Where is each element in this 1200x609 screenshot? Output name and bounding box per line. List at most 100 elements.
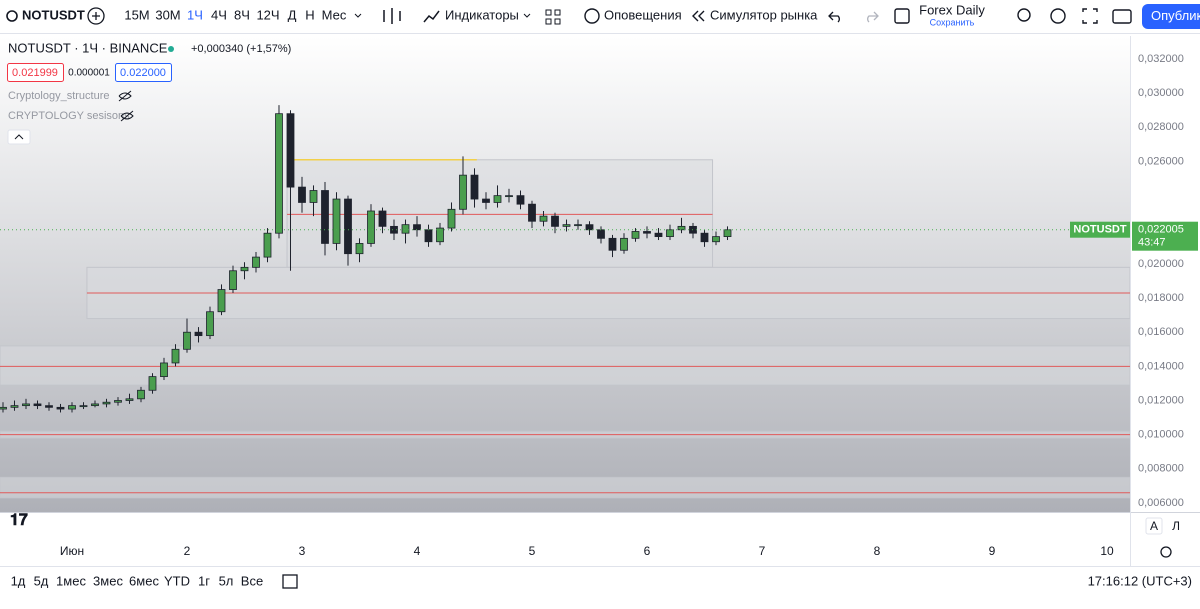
y-tick-label: 0,016000 (1138, 326, 1184, 338)
layout-name[interactable]: Forex Daily (919, 2, 985, 17)
candle-body (620, 237, 628, 251)
bid: 0.021999 (12, 67, 58, 79)
candle-body (401, 224, 410, 234)
interval-button[interactable]: 8Ч (234, 7, 250, 22)
symbol-tag-text: NOTUSDT (1073, 224, 1126, 236)
quick-search[interactable] (1017, 8, 1031, 22)
candle-body (631, 231, 640, 239)
goto-date[interactable] (282, 574, 298, 589)
interval-button[interactable]: 12Ч (256, 7, 279, 22)
y-tick-label: 0,012000 (1138, 394, 1184, 406)
indicators-button[interactable]: Индикаторы (445, 7, 519, 22)
hidden-icon[interactable] (120, 110, 134, 122)
x-tick-label: 3 (299, 544, 306, 558)
candle-body (298, 186, 306, 203)
range-button[interactable]: 6мес (129, 573, 159, 588)
symbol[interactable]: NOTUSDT (22, 7, 85, 22)
candle-body (643, 231, 651, 234)
range-button[interactable]: 1мес (56, 573, 86, 588)
x-tick-label: Июн (60, 544, 84, 558)
axis-settings[interactable] (1160, 546, 1172, 558)
interval-button[interactable]: 1Ч (187, 7, 203, 22)
candle-body (321, 190, 329, 244)
interval-button[interactable]: Д (288, 7, 297, 22)
candle-body (309, 190, 318, 203)
y-tick-label: 0,026000 (1138, 155, 1184, 167)
y-tick-label: 0,030000 (1138, 87, 1184, 99)
layout-icon[interactable] (894, 8, 910, 24)
candle-body (0, 406, 7, 410)
candle-body (551, 215, 559, 227)
search-icon[interactable] (6, 10, 18, 22)
y-tick-label: 0,014000 (1138, 360, 1184, 372)
indicators-icon (423, 10, 440, 23)
candle-body (114, 400, 122, 403)
candle-body (666, 229, 674, 238)
candle-body (137, 389, 145, 400)
clock: 17:16:12 (UTC+3) (1088, 573, 1192, 588)
interval-button[interactable]: Н (305, 7, 314, 22)
chevron (523, 13, 531, 18)
candle-body (539, 215, 548, 222)
compare-button[interactable] (87, 7, 105, 25)
range-button[interactable]: Все (241, 573, 263, 588)
candle-body (344, 198, 352, 255)
tv-logo: 𝟏𝟕 (10, 512, 28, 529)
candle-body (436, 227, 444, 243)
hidden-icon[interactable] (118, 90, 132, 102)
interval-button[interactable]: 30M (155, 7, 180, 22)
publish-button[interactable] (1142, 4, 1200, 29)
interval-button[interactable]: 15M (124, 7, 149, 22)
indicator-name: CRYPTOLOGY sesisons (8, 110, 130, 122)
candle-body (10, 405, 19, 408)
scale-mode[interactable]: Л (1172, 519, 1180, 533)
candle-body (332, 198, 341, 244)
candle-body (654, 232, 663, 238)
range-button[interactable]: 1д (11, 573, 26, 588)
y-tick-label: 0,018000 (1138, 292, 1184, 304)
candle-body (68, 405, 76, 410)
candle-body (286, 113, 295, 188)
candle-body (378, 210, 387, 227)
buy-box[interactable] (115, 63, 172, 82)
plus-icon (92, 12, 100, 20)
candle-body (56, 406, 65, 410)
range-button[interactable]: 3мес (93, 573, 123, 588)
candle-body (125, 398, 134, 401)
settings-button[interactable] (1050, 8, 1066, 24)
interval-button[interactable]: Мес (322, 7, 347, 22)
range-button[interactable]: 1г (198, 573, 210, 588)
candle-body (160, 362, 168, 378)
spread: 0.000001 (68, 68, 110, 79)
alerts-button[interactable]: Оповещения (604, 7, 682, 22)
candle-body (91, 403, 99, 407)
chart-type-button[interactable] (383, 8, 401, 24)
snapshot-button[interactable] (1112, 9, 1132, 24)
collapse-button[interactable] (7, 129, 31, 145)
candle-body (574, 224, 582, 227)
candle-body (275, 113, 283, 234)
interval-button[interactable]: 4Ч (211, 7, 227, 22)
sell-box[interactable] (7, 63, 64, 82)
replay-button[interactable]: Симулятор рынка (710, 7, 818, 22)
symbol-tag (1070, 221, 1130, 238)
undo-button[interactable] (828, 11, 840, 23)
candle-body (597, 229, 605, 239)
auto-scale[interactable] (1145, 517, 1163, 535)
x-tick-label: 10 (1100, 544, 1114, 558)
zone (0, 345, 1130, 386)
range-button[interactable]: YTD (164, 573, 190, 588)
x-tick-label: 6 (644, 544, 651, 558)
candle-body (712, 236, 720, 243)
candle-body (171, 348, 180, 364)
redo-button[interactable] (867, 11, 879, 23)
range-button[interactable]: 5д (34, 573, 49, 588)
x-tick-label: 4 (414, 544, 421, 558)
range-button[interactable]: 5л (219, 573, 234, 588)
x-tick-label: 8 (874, 544, 881, 558)
templates-button[interactable] (545, 9, 561, 25)
fullscreen-button[interactable] (1082, 8, 1098, 24)
scale-mode[interactable]: A (1150, 519, 1158, 533)
candle-body (723, 229, 732, 238)
